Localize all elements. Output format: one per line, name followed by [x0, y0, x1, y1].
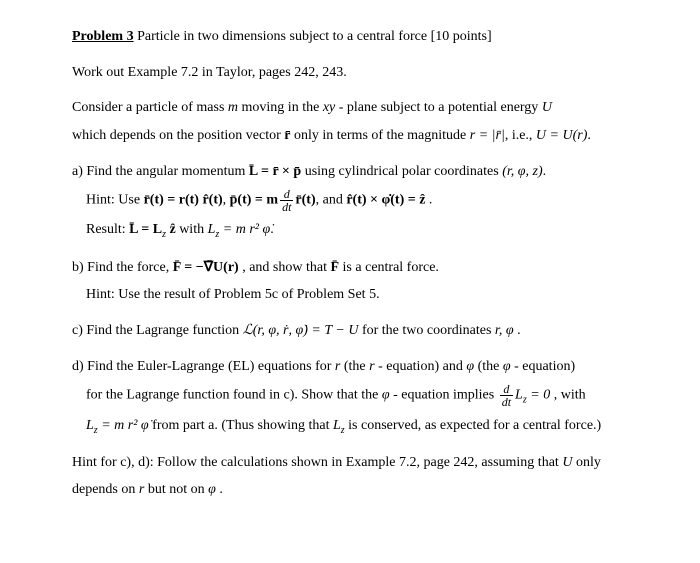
eq-Lres-a: L̄ = L — [129, 222, 162, 237]
part-b-hint: Hint: Use the result of Problem 5c of Pr… — [86, 284, 644, 306]
part-b-line1: b) Find the force, F̄ = −∇̄U(r) , and sh… — [72, 257, 644, 279]
text: , and — [316, 193, 347, 208]
var-Lz: L — [333, 418, 341, 433]
eq-pt-b: r̄(t) — [295, 193, 315, 208]
text: d) Find the Euler-Lagrange (EL) equation… — [72, 359, 335, 374]
text: , and show that — [239, 260, 331, 275]
text: is conserved, as expected for a central … — [345, 418, 602, 433]
hint-cd-line1: Hint for c), d): Follow the calculations… — [72, 452, 644, 474]
eq-pt-a: p̄(t) = m — [230, 193, 278, 208]
eq-Lagr: ℒ(r, φ, ṙ, φ̇) = T − U — [243, 323, 359, 338]
text: . — [425, 193, 432, 208]
text: a) Find the angular momentum — [72, 164, 249, 179]
text: b) Find the force, — [72, 260, 173, 275]
eq-zhat: ẑ — [166, 222, 176, 237]
part-a-hint: Hint: Use r̄(t) = r(t) r̂(t), p̄(t) = md… — [86, 188, 644, 213]
text: . — [216, 482, 223, 497]
coords: (r, φ, z) — [502, 164, 542, 179]
text: . — [270, 222, 274, 237]
part-d-line3: Lz = m r² φ̇ from part a. (Thus showing … — [86, 415, 644, 438]
text: Hint: Use — [86, 193, 144, 208]
text: but not on — [144, 482, 208, 497]
frac-ddt-1: ddt — [280, 188, 293, 213]
text: only — [572, 455, 600, 470]
problem-label: Problem 3 — [72, 29, 134, 44]
var-m: m — [228, 100, 238, 115]
eq-dLz-a: L — [515, 388, 523, 403]
text: - equation implies — [390, 388, 498, 403]
text: . — [514, 323, 521, 338]
part-a-line1: a) Find the angular momentum L̄ = r̄ × p… — [72, 161, 644, 183]
text: c) Find the Lagrange function — [72, 323, 243, 338]
num: d — [280, 188, 293, 200]
part-d-line1: d) Find the Euler-Lagrange (EL) equation… — [72, 356, 644, 378]
eq-L: L̄ = r̄ × p̄ — [249, 164, 301, 179]
part-a-result: Result: L̄ = Lz ẑ with Lz = m r² φ̇. — [86, 219, 644, 242]
text: , with — [550, 388, 585, 403]
eq-Lz-def-a: L — [86, 418, 94, 433]
text: , i.e., — [505, 128, 536, 143]
num: d — [500, 383, 513, 395]
var-phi: φ — [503, 359, 511, 374]
eq-U: U = U(r) — [536, 128, 587, 143]
problem-title-rest: Particle in two dimensions subject to a … — [134, 29, 492, 44]
text: only in terms of the magnitude — [291, 128, 470, 143]
frac-ddt-2: ddt — [500, 383, 513, 408]
den: dt — [500, 395, 513, 408]
eq-Lz-def-b: = m r² φ̇ — [98, 418, 149, 433]
part-d-line2: for the Lagrange function found in c). S… — [86, 383, 644, 408]
text: . — [543, 164, 547, 179]
eq-dLz-b: = 0 — [527, 388, 550, 403]
var-U: U — [562, 455, 572, 470]
eq-F: F̄ = −∇̄U(r) — [173, 260, 239, 275]
eq-r: r = |r̄| — [470, 128, 505, 143]
part-d: d) Find the Euler-Lagrange (EL) equation… — [72, 356, 644, 438]
text: . — [587, 128, 591, 143]
eq-rt: r̄(t) = r(t) r̂(t) — [144, 193, 223, 208]
text: using cylindrical polar coordinates — [301, 164, 502, 179]
problem-title: Problem 3 Particle in two dimensions sub… — [72, 26, 644, 48]
text: Consider a particle of mass — [72, 100, 228, 115]
var-U: U — [542, 100, 552, 115]
text: moving in the — [238, 100, 323, 115]
part-c: c) Find the Lagrange function ℒ(r, φ, ṙ,… — [72, 320, 644, 342]
hint-cd-line2: depends on r but not on φ . — [72, 479, 644, 501]
text: from part a. (Thus showing that — [149, 418, 333, 433]
text: - equation) and — [375, 359, 467, 374]
var-rphi: r, φ — [495, 323, 514, 338]
text: which depends on the position vector — [72, 128, 284, 143]
text: is a central force. — [339, 260, 439, 275]
eq-Lz-rhs: = m r² φ̇ — [219, 222, 270, 237]
text: , — [223, 193, 230, 208]
intro-line-3: which depends on the position vector r̄ … — [72, 125, 644, 147]
var-xy: xy — [323, 100, 335, 115]
var-F: F̄ — [330, 260, 339, 275]
den: dt — [280, 200, 293, 213]
part-c-line1: c) Find the Lagrange function ℒ(r, φ, ṙ,… — [72, 320, 644, 342]
text: (the — [474, 359, 503, 374]
part-b: b) Find the force, F̄ = −∇̄U(r) , and sh… — [72, 257, 644, 306]
text: Hint for c), d): Follow the calculations… — [72, 455, 562, 470]
eq-rhat-cross: r̂(t) × φ̇(t) = ẑ — [346, 193, 425, 208]
part-a: a) Find the angular momentum L̄ = r̄ × p… — [72, 161, 644, 243]
intro-line-2: Consider a particle of mass m moving in … — [72, 97, 644, 119]
text: for the two coordinates — [358, 323, 494, 338]
text: - plane subject to a potential energy — [335, 100, 542, 115]
text: - equation) — [511, 359, 576, 374]
text: depends on — [72, 482, 139, 497]
var-phi: φ — [382, 388, 390, 403]
text: with — [176, 222, 208, 237]
text: (the — [340, 359, 369, 374]
var-phi: φ — [466, 359, 474, 374]
document-page: Problem 3 Particle in two dimensions sub… — [0, 0, 700, 521]
var-phi: φ — [208, 482, 216, 497]
intro-line-1: Work out Example 7.2 in Taylor, pages 24… — [72, 62, 644, 84]
text: Result: — [86, 222, 129, 237]
text: for the Lagrange function found in c). S… — [86, 388, 382, 403]
